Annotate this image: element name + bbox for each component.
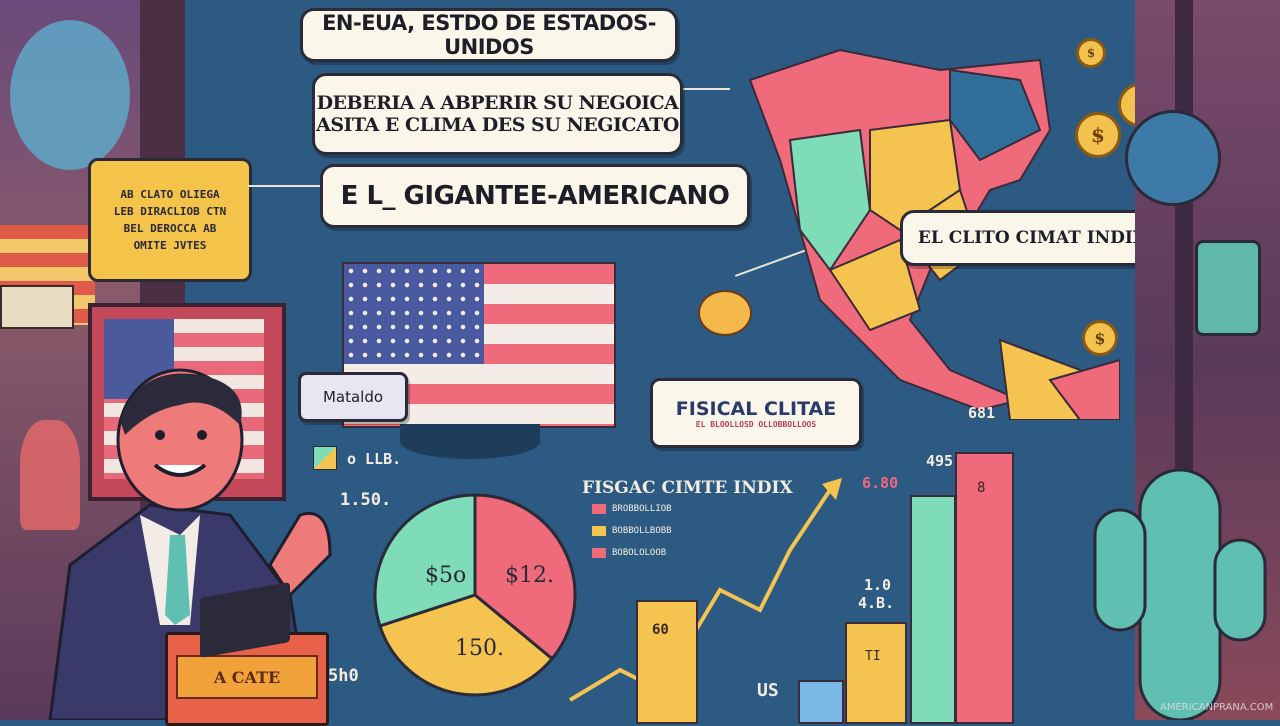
left-sign: AB CLATO OLIEGA LEB DIRACLIOB CTN BEL DE… (88, 158, 252, 282)
bar-label: 60 (652, 622, 669, 638)
flag-shadow-shape (400, 424, 540, 459)
bubble-second-line: ASITA E CLIMA DES SU NEGICATO (316, 114, 679, 136)
side-label: 5h0 (328, 666, 359, 686)
side-label: 1.50. (340, 490, 392, 510)
left-deco-figure (20, 420, 80, 530)
bubble-fiscal: FISICAL CLITAE EL BLOOLLOSD OLLOBBOLLOOS (650, 378, 862, 448)
bar-value-label: 4.B. (858, 594, 895, 612)
legend-label: BOBBOLLBOBB (612, 526, 672, 536)
connector-line (248, 185, 338, 187)
bubble-main-text: E L_ GIGANTEE-AMERICANO (340, 181, 730, 211)
legend-swatch (592, 548, 606, 558)
bar-value-label: US (757, 680, 779, 701)
coin-icon: $ (1082, 320, 1118, 356)
bubble-top-text: EN-EUA, ESTDO DE ESTADOS-UNIDOS (322, 11, 656, 59)
connector-line (670, 88, 730, 90)
legend-item: BOBOLOLOOB (592, 548, 666, 558)
watermark: AMERICANPRANA.COM (1160, 702, 1274, 713)
legend-swatch (592, 504, 606, 514)
bubble-right: EL CLITO CIMAT INDIX (900, 210, 1164, 266)
pie-slice (373, 493, 477, 628)
cactus-illustration (1093, 468, 1267, 720)
pie-label: $12. (505, 563, 554, 588)
bar (910, 495, 956, 724)
right-globe-decor (1125, 110, 1221, 206)
businessman-illustration (48, 368, 332, 720)
mataldo-text: Mataldo (322, 388, 384, 406)
us-flag (342, 262, 616, 428)
trend-line (568, 478, 842, 702)
bar-value-label: 6.80 (862, 474, 899, 492)
podium-text: A CATE (213, 667, 281, 687)
fiscal-subtitle: EL BLOOLLOSD OLLOBBOLLOOS (695, 419, 817, 429)
bar (798, 680, 844, 724)
left-character-decor (10, 20, 130, 170)
mataldo-label: Mataldo (298, 372, 408, 422)
pie-chart: $5o $12. 150. (373, 493, 577, 697)
bubble-right-text: EL CLITO CIMAT INDIX (917, 228, 1147, 248)
pie-label: $5o (425, 563, 466, 588)
right-sign-decor (1195, 240, 1261, 336)
bar: 8 (955, 452, 1014, 724)
pie-label: 150. (455, 636, 504, 661)
podium-plate: A CATE (176, 655, 318, 699)
bubble-top: EN-EUA, ESTDO DE ESTADOS-UNIDOS (300, 8, 678, 62)
bubble-main: E L_ GIGANTEE-AMERICANO (320, 164, 750, 228)
bar-value-label: 681 (968, 404, 996, 422)
bubble-second-line: DEBERIA A ABPERIR SU NEGOICA (316, 92, 679, 114)
left-sign-line: LEB DIRACLIOB CTN (113, 205, 227, 218)
coin-icon: $ (1076, 38, 1106, 68)
pie-slice (473, 493, 577, 661)
left-sign-line: AB CLATO OLIEGA (120, 188, 220, 201)
legend-swatch (592, 526, 606, 536)
legend-label: BOBOLOLOOB (612, 548, 667, 558)
bar: TI (845, 622, 907, 724)
bar: 60 (636, 600, 698, 724)
legend-label: BROBBOLLIOB (612, 504, 672, 514)
legend-title: FISGAC CIMTE INDIX (582, 478, 793, 498)
coin-icon: $ (1075, 112, 1121, 158)
legend-item: BROBBOLLIOB (592, 504, 672, 514)
left-sign-line: BEL DEROCCA AB (123, 222, 217, 235)
legend-swatch (313, 446, 337, 470)
fiscal-title: FISICAL CLITAE (675, 397, 837, 420)
bar-label: 8 (977, 480, 986, 496)
bar-value-label: 495 (926, 452, 954, 470)
left-sign-line: OMITE JVTES (133, 239, 207, 252)
pie-slice (378, 593, 555, 697)
bubble-second: DEBERIA A ABPERIR SU NEGOICA ASITA E CLI… (312, 73, 683, 155)
legend-item: BOBBOLLBOBB (592, 526, 672, 536)
bar-value-label: 1.0 (864, 576, 892, 594)
side-label: o LLB. (347, 450, 402, 468)
bar-label: TI (865, 649, 881, 664)
tiny-sign (0, 285, 74, 329)
sun-icon (698, 290, 752, 336)
